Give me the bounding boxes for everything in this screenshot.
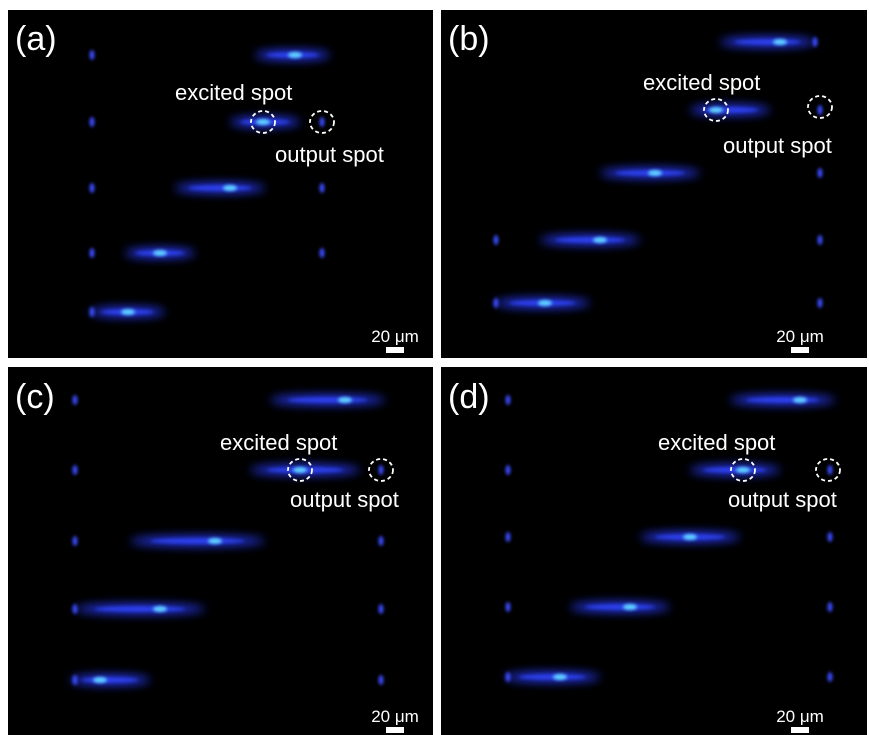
output-dot: [72, 465, 78, 475]
bright-spot: [773, 39, 787, 45]
output-dot: [817, 298, 823, 308]
output-dot: [319, 183, 325, 193]
output-dot: [378, 465, 384, 475]
bright-spot: [256, 119, 270, 125]
bright-spot: [623, 604, 637, 610]
emission-streak: [150, 538, 245, 544]
output-dot: [319, 117, 325, 127]
scale-bar: [791, 347, 809, 353]
output-dot: [72, 604, 78, 614]
dashed-circle: [815, 458, 841, 482]
bright-spot: [736, 467, 750, 473]
output-dot: [378, 604, 384, 614]
emission-streak: [734, 39, 801, 45]
output-dot: [72, 536, 78, 546]
output-dot: [89, 248, 95, 258]
output-dot: [505, 602, 511, 612]
dashed-circle: [287, 458, 313, 482]
output-dot: [72, 675, 78, 685]
emission-streak: [555, 237, 625, 243]
output-dot: [505, 395, 511, 405]
panel: (d) excited spot output spot 20 μm: [441, 367, 867, 735]
emission-streak: [703, 467, 767, 473]
panel-label: (b): [448, 20, 490, 58]
panel: (c) excited spot output spot 20 μm: [8, 367, 433, 735]
output-dot: [505, 672, 511, 682]
bright-spot: [593, 237, 607, 243]
emission-streak: [287, 397, 368, 403]
output-dot: [827, 672, 833, 682]
output-dot: [505, 465, 511, 475]
dashed-circle: [250, 110, 276, 134]
bright-spot: [121, 309, 135, 315]
dashed-circle: [368, 458, 394, 482]
output-dot: [817, 105, 823, 115]
output-dot: [817, 168, 823, 178]
output-dot: [817, 235, 823, 245]
dashed-circle: [309, 110, 335, 134]
scale-bar-label: 20 μm: [776, 707, 824, 726]
output-label: output spot: [723, 133, 832, 158]
emission-streak: [519, 674, 586, 680]
scale-bar: [386, 727, 404, 733]
panel-label: (d): [448, 378, 490, 416]
emission-streak: [188, 185, 252, 191]
bright-spot: [223, 185, 237, 191]
output-dot: [89, 307, 95, 317]
output-dot: [89, 183, 95, 193]
bright-spot: [683, 534, 697, 540]
panel-label: (a): [15, 20, 57, 58]
output-dot: [89, 117, 95, 127]
output-dot: [319, 248, 325, 258]
output-dot: [378, 536, 384, 546]
output-dot: [827, 532, 833, 542]
excited-label: excited spot: [643, 70, 760, 95]
bright-spot: [793, 397, 807, 403]
output-dot: [72, 395, 78, 405]
bright-spot: [553, 674, 567, 680]
output-dot: [827, 465, 833, 475]
bright-spot: [538, 300, 552, 306]
emission-streak: [94, 606, 186, 612]
dashed-circle: [807, 95, 833, 119]
excited-label: excited spot: [175, 80, 292, 105]
output-dot: [493, 235, 499, 245]
bright-spot: [709, 107, 723, 113]
excited-label: excited spot: [658, 430, 775, 455]
bright-spot: [208, 538, 222, 544]
micrograph: [441, 367, 867, 735]
output-dot: [89, 50, 95, 60]
micrograph: [8, 367, 433, 735]
output-dot: [812, 37, 818, 47]
bright-spot: [153, 606, 167, 612]
bright-spot: [288, 52, 302, 58]
output-label: output spot: [728, 487, 837, 512]
bright-spot: [648, 170, 662, 176]
output-dot: [505, 532, 511, 542]
panel: (a) excited spot output spot 20 μm: [8, 10, 433, 358]
dashed-circle: [730, 458, 756, 482]
emission-streak: [745, 397, 820, 403]
excited-label: excited spot: [220, 430, 337, 455]
emission-streak: [82, 677, 138, 683]
scale-bar: [386, 347, 404, 353]
dashed-circle: [703, 98, 729, 122]
panel: (b) excited spot output spot 20 μm: [441, 10, 867, 358]
bright-spot: [93, 677, 107, 683]
output-dot: [493, 298, 499, 308]
bright-spot: [153, 250, 167, 256]
emission-streak: [585, 604, 655, 610]
bright-spot: [293, 467, 307, 473]
scale-bar-label: 20 μm: [371, 327, 419, 346]
output-dot: [378, 675, 384, 685]
output-label: output spot: [275, 142, 384, 167]
scale-bar-label: 20 μm: [371, 707, 419, 726]
scale-bar-label: 20 μm: [776, 327, 824, 346]
output-label: output spot: [290, 487, 399, 512]
scale-bar: [791, 727, 809, 733]
bright-spot: [338, 397, 352, 403]
panel-label: (c): [15, 378, 55, 416]
output-dot: [827, 602, 833, 612]
